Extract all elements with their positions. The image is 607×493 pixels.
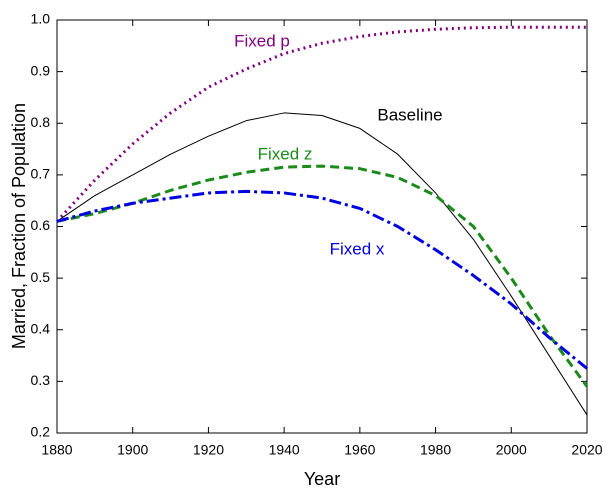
series-label: Baseline [377,105,442,124]
x-tick-label: 2020 [571,442,602,458]
x-tick-label: 2000 [496,442,527,458]
x-tick-label: 1980 [420,442,451,458]
x-tick-label: 1900 [117,442,148,458]
y-tick-label: 0.5 [31,269,51,285]
series-line [56,112,588,416]
y-tick-label: 0.9 [31,62,51,78]
series-label: Fixed x [330,239,385,258]
y-axis-title: Married, Fraction of Population [9,103,29,349]
y-tick-label: 0.6 [31,217,51,233]
x-tick-label: 1920 [193,442,224,458]
y-tick-label: 1.0 [31,11,51,27]
y-tick-label: 0.8 [31,114,51,130]
series-line [56,164,589,388]
plot-frame [56,19,588,434]
x-tick-label: 1960 [344,442,375,458]
y-tick-label: 0.7 [31,166,51,182]
series-line [55,25,587,223]
y-tick-label: 0.4 [31,320,51,336]
x-axis-title: Year [304,469,340,489]
series-label: Fixed p [234,31,290,50]
y-tick-label: 0.2 [31,424,51,440]
x-tick-label: 1880 [41,442,72,458]
series-label: Fixed z [258,144,313,163]
series-line [56,189,588,370]
y-tick-label: 0.3 [31,372,51,388]
x-tick-label: 1940 [269,442,300,458]
